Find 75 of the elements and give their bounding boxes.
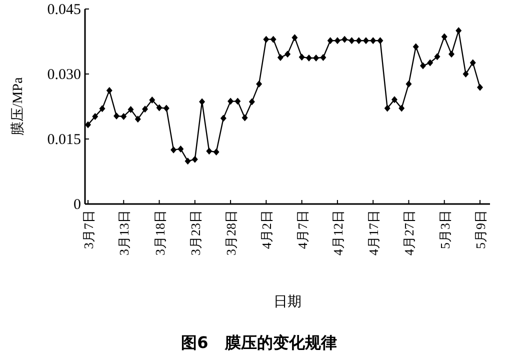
point (477, 84, 483, 91)
x-tick-label: 3月7日 (81, 210, 96, 249)
point (434, 53, 440, 60)
point (370, 37, 376, 44)
point (456, 27, 462, 34)
point (134, 116, 141, 123)
point (284, 50, 291, 58)
x-tick-label: 4月7日 (294, 210, 310, 249)
point (142, 106, 148, 113)
y-tick-label: 0.030 (47, 67, 81, 83)
point (206, 148, 212, 155)
x-tick-label: 5月9日 (473, 210, 488, 249)
x-tick-label: 4月2日 (259, 210, 274, 249)
point (277, 54, 284, 62)
point (362, 37, 369, 44)
point (228, 98, 234, 105)
x-tick-label: 3月28日 (224, 210, 239, 256)
x-tick-label: 4月27日 (402, 210, 417, 256)
point (391, 96, 398, 104)
point (114, 112, 120, 120)
point (106, 86, 112, 94)
x-tick-label: 5月3日 (437, 210, 452, 249)
point (420, 62, 426, 70)
point (427, 59, 434, 66)
point (256, 80, 262, 88)
x-axis-title: 日期 (274, 294, 302, 310)
point (248, 98, 255, 106)
point (412, 43, 419, 50)
point (356, 37, 362, 44)
point (192, 156, 198, 163)
point (398, 104, 405, 112)
point (178, 145, 184, 152)
point (448, 50, 454, 58)
point (292, 34, 298, 42)
point (320, 54, 326, 62)
point (306, 54, 312, 62)
point (377, 37, 384, 44)
text: 图6 膜压的变化规律 (181, 333, 337, 352)
x-tick-label: 3月18日 (152, 210, 168, 256)
point (92, 112, 98, 120)
point (470, 59, 476, 66)
point (170, 146, 177, 154)
point (406, 80, 412, 88)
y-tick-label: 0.015 (47, 132, 81, 148)
point (149, 96, 156, 104)
point (384, 104, 390, 112)
point (327, 37, 334, 44)
point (85, 121, 91, 128)
x-tick-label: 3月23日 (188, 210, 203, 256)
y-tick-label: 0.045 (47, 2, 81, 18)
y-axis-title: 膜压/MPa (10, 76, 26, 136)
point (234, 98, 241, 105)
point (242, 114, 248, 122)
point (441, 33, 448, 40)
point (462, 70, 469, 78)
point (156, 104, 162, 112)
point (334, 37, 340, 44)
x-tick-label: 4月12日 (330, 210, 346, 256)
point (120, 112, 127, 120)
x-tick-label: 4月17日 (366, 210, 382, 256)
point (213, 148, 220, 156)
point (99, 105, 106, 112)
point (163, 104, 170, 112)
point (199, 98, 206, 106)
point (220, 114, 226, 122)
point (128, 106, 134, 114)
point (270, 36, 276, 43)
point (298, 54, 305, 61)
x-tick-label: 3月13日 (116, 210, 132, 256)
point (184, 158, 191, 165)
point (263, 36, 270, 43)
point (348, 37, 355, 44)
point (342, 36, 348, 43)
point (313, 54, 320, 62)
y-tick-label: 0 (74, 197, 81, 213)
